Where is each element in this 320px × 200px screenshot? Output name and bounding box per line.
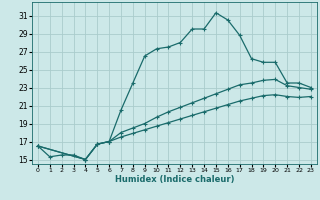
X-axis label: Humidex (Indice chaleur): Humidex (Indice chaleur) [115, 175, 234, 184]
